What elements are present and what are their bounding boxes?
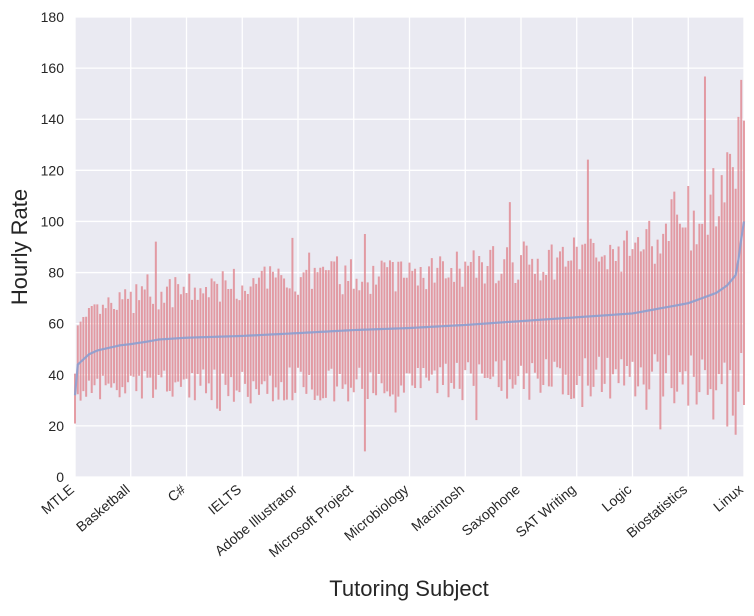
y-tick-label: 100 <box>41 213 65 229</box>
y-tick-label: 160 <box>41 60 65 76</box>
x-tick-label: MTLE <box>38 481 77 517</box>
y-tick-label: 180 <box>41 9 65 25</box>
x-tick-label: SAT Writing <box>512 481 578 540</box>
y-tick-label: 120 <box>41 162 65 178</box>
x-tick-label: C# <box>164 481 188 505</box>
y-tick-label: 20 <box>48 418 64 434</box>
y-tick-label: 40 <box>48 367 64 383</box>
y-tick-label: 60 <box>48 316 64 332</box>
x-tick-label: Logic <box>599 481 635 515</box>
x-tick-label: Basketball <box>73 481 133 535</box>
x-tick-label: IELTS <box>205 481 244 518</box>
x-tick-label: Biostatistics <box>623 481 690 541</box>
y-tick-label: 80 <box>48 265 64 281</box>
x-axis-label: Tutoring Subject <box>329 576 488 601</box>
y-tick-label: 140 <box>41 111 65 127</box>
mean-rate-line <box>73 221 746 396</box>
x-tick-label: Linux <box>710 481 746 515</box>
y-tick-label: 0 <box>56 469 64 485</box>
y-axis-label: Hourly Rate <box>7 189 32 305</box>
